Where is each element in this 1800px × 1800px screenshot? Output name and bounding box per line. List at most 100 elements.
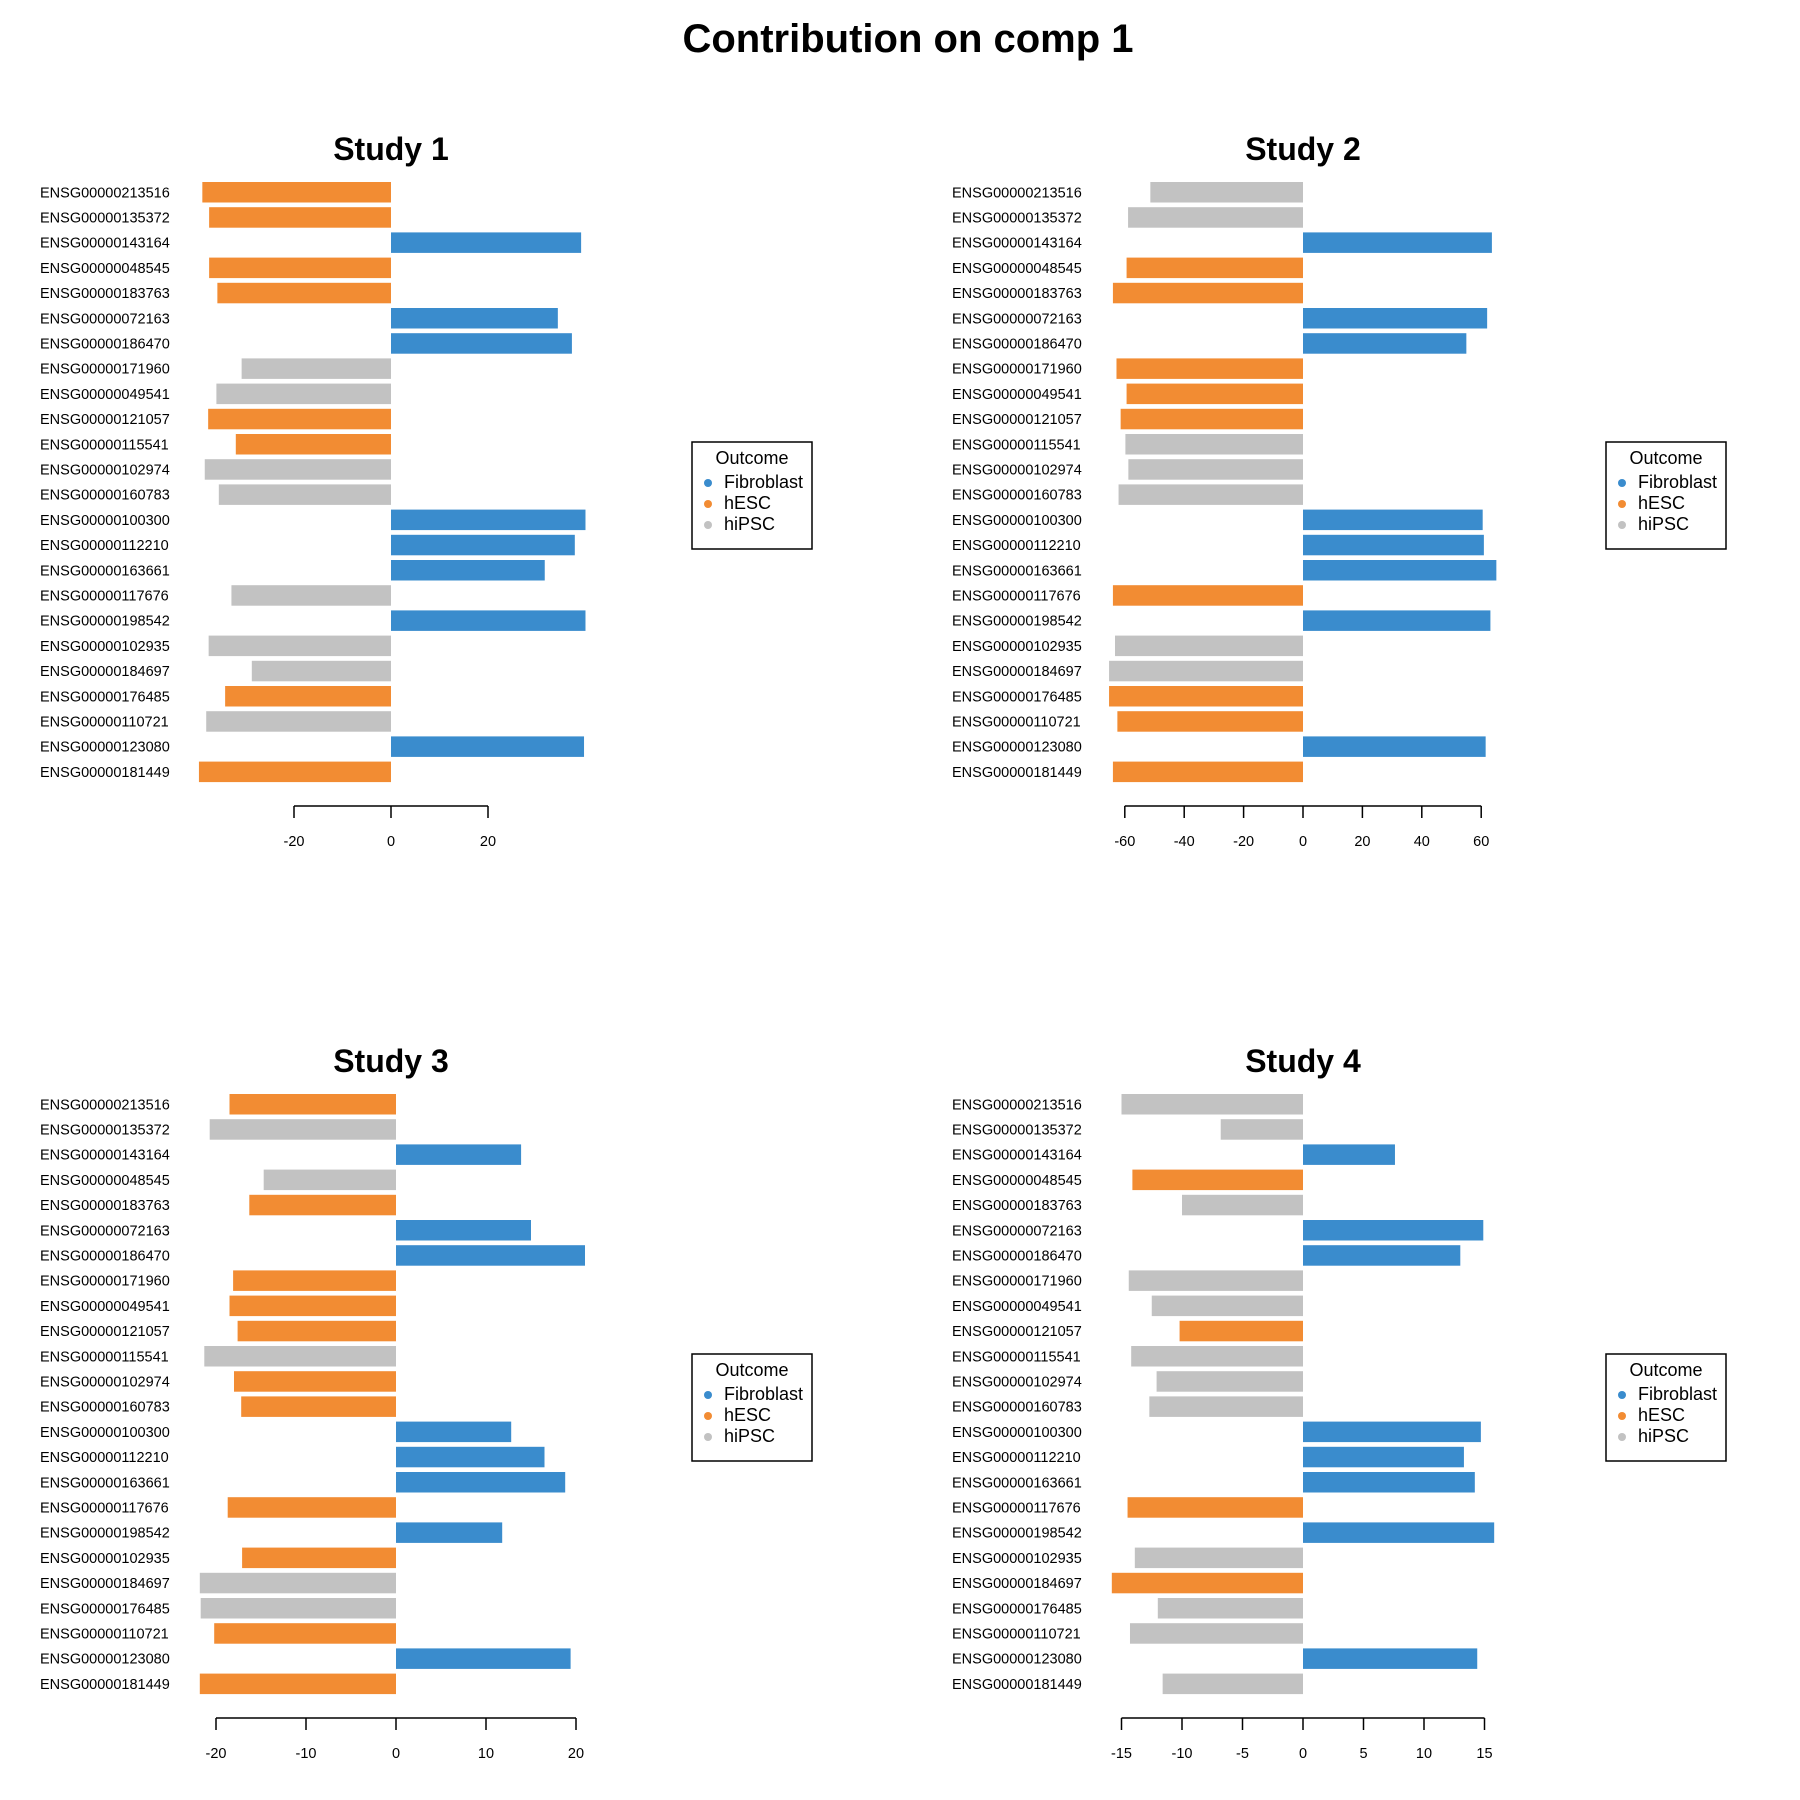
x-tick-label: 40 xyxy=(1414,834,1430,850)
bar-hesc xyxy=(1111,1572,1303,1594)
gene-label: ENSG00000184697 xyxy=(40,1576,170,1592)
gene-label: ENSG00000213516 xyxy=(952,1097,1082,1113)
bar-hesc xyxy=(208,408,391,430)
legend-item: Fibroblast xyxy=(724,472,803,492)
gene-label: ENSG00000121057 xyxy=(952,1324,1082,1340)
bar-hipsc xyxy=(231,585,391,606)
gene-label: ENSG00000102935 xyxy=(952,639,1082,655)
legend-swatch xyxy=(704,500,712,508)
gene-label: ENSG00000048545 xyxy=(40,1173,170,1189)
bar-hesc xyxy=(1120,408,1303,430)
x-tick-label: 20 xyxy=(568,1746,584,1762)
gene-label: ENSG00000135372 xyxy=(40,210,170,226)
legend-title: Outcome xyxy=(1629,1360,1702,1380)
bar-fibroblast xyxy=(1303,1220,1484,1241)
bar-fibroblast xyxy=(1303,1648,1478,1669)
bar-hesc xyxy=(241,1396,396,1417)
panel-study-1: Study 1 ENSG00000213516 ENSG00000135372 ENS… xyxy=(40,131,813,850)
gene-label: ENSG00000072163 xyxy=(40,311,170,327)
gene-label: ENSG00000183763 xyxy=(952,286,1082,302)
bar-fibroblast xyxy=(391,610,586,631)
bar-fibroblast xyxy=(1303,308,1488,329)
bar-hipsc xyxy=(208,635,391,657)
bar-hipsc xyxy=(206,711,391,732)
gene-label: ENSG00000198542 xyxy=(40,1526,170,1542)
bar-fibroblast xyxy=(1303,1144,1395,1165)
bar-fibroblast xyxy=(391,509,586,531)
bar-hipsc xyxy=(1118,484,1303,505)
gene-label: ENSG00000112210 xyxy=(952,538,1081,554)
gene-label: ENSG00000115541 xyxy=(952,437,1081,453)
gene-label: ENSG00000117676 xyxy=(952,1500,1081,1516)
bar-fibroblast xyxy=(1303,1522,1495,1543)
gene-label: ENSG00000171960 xyxy=(40,362,170,378)
legend-item: hESC xyxy=(1638,493,1685,513)
bar-fibroblast xyxy=(396,1472,566,1493)
bar-fibroblast xyxy=(396,1648,571,1669)
bar-hipsc xyxy=(251,660,391,682)
x-tick-label: 10 xyxy=(1416,1746,1432,1762)
bar-hipsc xyxy=(1156,1371,1303,1392)
bar-hesc xyxy=(249,1194,396,1216)
gene-label: ENSG00000186470 xyxy=(952,336,1082,352)
bar-hesc xyxy=(225,686,391,707)
gene-label: ENSG00000176485 xyxy=(40,1601,170,1617)
bar-hesc xyxy=(214,1623,396,1644)
legend-swatch xyxy=(1618,500,1626,508)
legend-swatch xyxy=(704,1433,712,1441)
panel-study-3: Study 3 ENSG00000213516 ENSG00000135372 ENS… xyxy=(40,1043,813,1762)
bar-fibroblast xyxy=(396,1446,545,1468)
gene-label: ENSG00000048545 xyxy=(952,1173,1082,1189)
gene-label: ENSG00000143164 xyxy=(952,1148,1082,1164)
bar-fibroblast xyxy=(1303,1245,1461,1266)
gene-label: ENSG00000115541 xyxy=(952,1349,1081,1365)
bar-hesc xyxy=(1126,257,1303,279)
bar-hipsc xyxy=(1150,182,1303,203)
gene-label: ENSG00000160783 xyxy=(952,1400,1082,1416)
gene-label: ENSG00000184697 xyxy=(40,664,170,680)
gene-label: ENSG00000160783 xyxy=(952,488,1082,504)
gene-label: ENSG00000135372 xyxy=(952,1122,1082,1138)
gene-label: ENSG00000183763 xyxy=(952,1198,1082,1214)
gene-label: ENSG00000049541 xyxy=(40,387,170,403)
bar-hipsc xyxy=(1114,635,1303,657)
gene-label: ENSG00000181449 xyxy=(952,1677,1082,1693)
legend-box xyxy=(691,1353,813,1462)
gene-label: ENSG00000110721 xyxy=(952,714,1081,730)
panel-title: Study 3 xyxy=(333,1043,449,1079)
bar-hesc xyxy=(229,1295,396,1317)
panel-title: Study 2 xyxy=(1245,131,1361,167)
legend-title: Outcome xyxy=(715,1360,788,1380)
bar-hipsc xyxy=(1129,1623,1303,1644)
gene-label: ENSG00000213516 xyxy=(40,185,170,201)
bar-hesc xyxy=(199,1673,396,1695)
bar-fibroblast xyxy=(396,1522,503,1543)
gene-label: ENSG00000117676 xyxy=(40,588,169,604)
bar-hesc xyxy=(229,1094,396,1115)
gene-label: ENSG00000112210 xyxy=(40,538,169,554)
bar-fibroblast xyxy=(391,308,558,329)
legend-item: hiPSC xyxy=(724,514,775,534)
legend-item: Fibroblast xyxy=(1638,1384,1717,1404)
legend-box xyxy=(691,441,813,550)
bar-hipsc xyxy=(1128,207,1303,228)
bar-hipsc xyxy=(200,1598,396,1619)
bar-hesc xyxy=(202,182,391,203)
panel-study-2: Study 2 ENSG00000213516 ENSG00000135372 ENS… xyxy=(952,131,1727,850)
gene-label: ENSG00000100300 xyxy=(952,1425,1082,1441)
bar-hesc xyxy=(1112,282,1303,304)
gene-label: ENSG00000181449 xyxy=(40,765,170,781)
gene-label: ENSG00000112210 xyxy=(40,1450,169,1466)
legend-swatch xyxy=(1618,521,1626,529)
x-tick-label: -60 xyxy=(1114,834,1135,850)
gene-label: ENSG00000184697 xyxy=(952,1576,1082,1592)
bar-hesc xyxy=(227,1497,396,1518)
gene-label: ENSG00000072163 xyxy=(952,1223,1082,1239)
gene-label: ENSG00000171960 xyxy=(952,362,1082,378)
gene-label: ENSG00000110721 xyxy=(40,1626,169,1642)
x-tick-label: 20 xyxy=(1354,834,1370,850)
x-tick-label: 5 xyxy=(1359,1746,1367,1762)
